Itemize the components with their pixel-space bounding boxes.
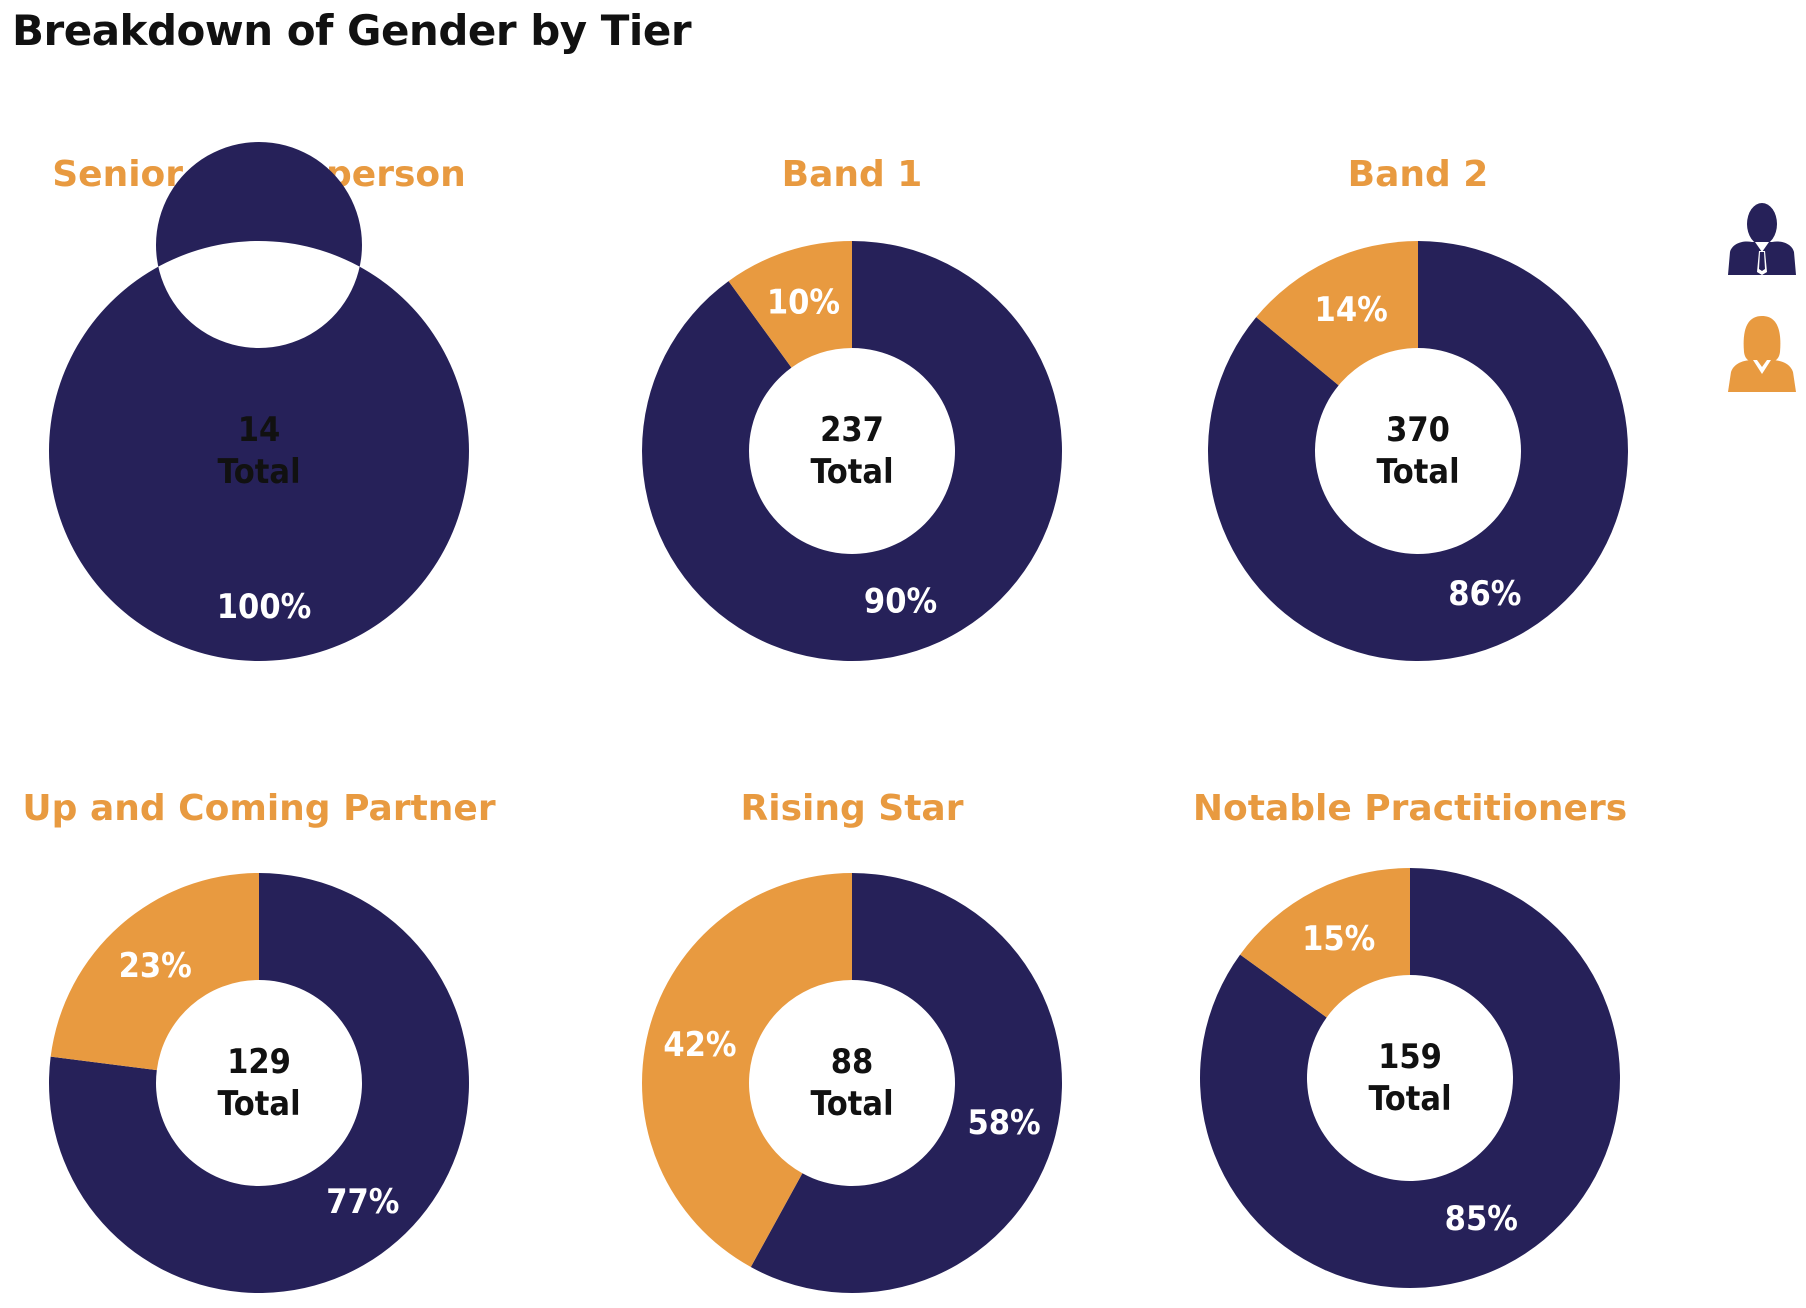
total-count: 88 [831, 1042, 874, 1082]
total-label: Total [1368, 1079, 1451, 1119]
total-count: 237 [820, 410, 884, 450]
page-title: Breakdown of Gender by Tier [12, 6, 692, 55]
male-percent-label: 86% [1448, 574, 1521, 614]
donut-title: Band 2 [1348, 154, 1489, 195]
male-percent-label: 77% [326, 1182, 399, 1222]
total-count: 129 [227, 1042, 291, 1082]
female-slice [50, 873, 259, 1071]
male-slice [49, 873, 470, 1294]
female-percent-label: 23% [119, 946, 192, 986]
donut-title: Band 1 [782, 154, 923, 195]
donut-title: Up and Coming Partner [22, 788, 495, 829]
female-slice [1240, 868, 1410, 1018]
female-percent-label: 14% [1315, 290, 1388, 330]
total-label: Total [810, 452, 893, 492]
male-slice [48, 142, 469, 662]
male-slice [1208, 241, 1628, 661]
male-slice [642, 241, 1062, 661]
male-slice [750, 873, 1063, 1294]
total-label: Total [1376, 452, 1459, 492]
total-label: Total [217, 452, 300, 492]
male-slice [1199, 868, 1620, 1289]
female-percent-label: 42% [663, 1025, 736, 1065]
male-percent-label: 100% [217, 587, 312, 627]
female-percent-label: 10% [767, 283, 840, 323]
total-label: Total [217, 1084, 300, 1124]
female-slice [728, 241, 852, 368]
donut-title: Rising Star [741, 788, 964, 829]
female-slice [1256, 241, 1418, 386]
male-percent-label: 58% [967, 1103, 1040, 1143]
total-label: Total [810, 1084, 893, 1124]
female-percent-label: 15% [1302, 919, 1375, 959]
male-percent-label: 90% [864, 581, 937, 621]
total-count: 370 [1386, 410, 1450, 450]
male-percent-label: 85% [1445, 1199, 1518, 1239]
total-count: 159 [1378, 1037, 1442, 1077]
donut-title: Notable Practitioners [1193, 788, 1627, 829]
total-count: 14 [238, 410, 281, 450]
female-slice [642, 873, 852, 1268]
